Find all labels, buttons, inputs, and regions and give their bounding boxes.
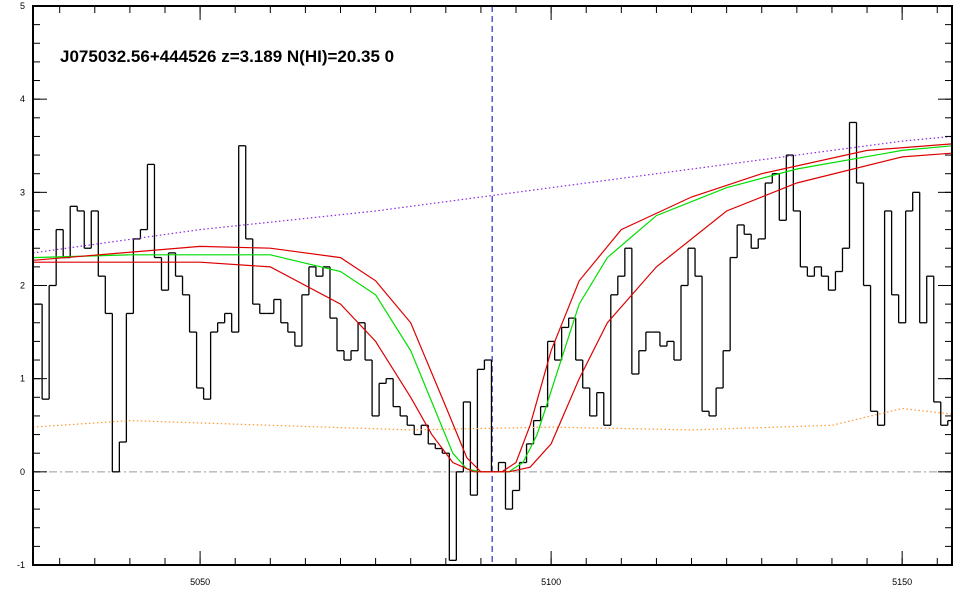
dotted-curve (33, 135, 952, 254)
y-tick-label: 4 (20, 94, 25, 104)
y-tick-label: 2 (20, 281, 25, 291)
x-tick-label: 5100 (541, 577, 561, 587)
y-tick-label: 0 (20, 467, 25, 477)
y-tick-label: -1 (17, 560, 25, 570)
x-tick-label: 5150 (892, 577, 912, 587)
model-curve (33, 152, 952, 473)
y-tick-label: 5 (20, 1, 25, 11)
y-tick-label: 1 (20, 374, 25, 384)
plot-area (33, 6, 952, 565)
x-tick-label: 5050 (190, 577, 210, 587)
chart-title: J075032.56+444526 z=3.189 N(HI)=20.35 0 (60, 47, 394, 66)
y-tick-label: 3 (20, 187, 25, 197)
